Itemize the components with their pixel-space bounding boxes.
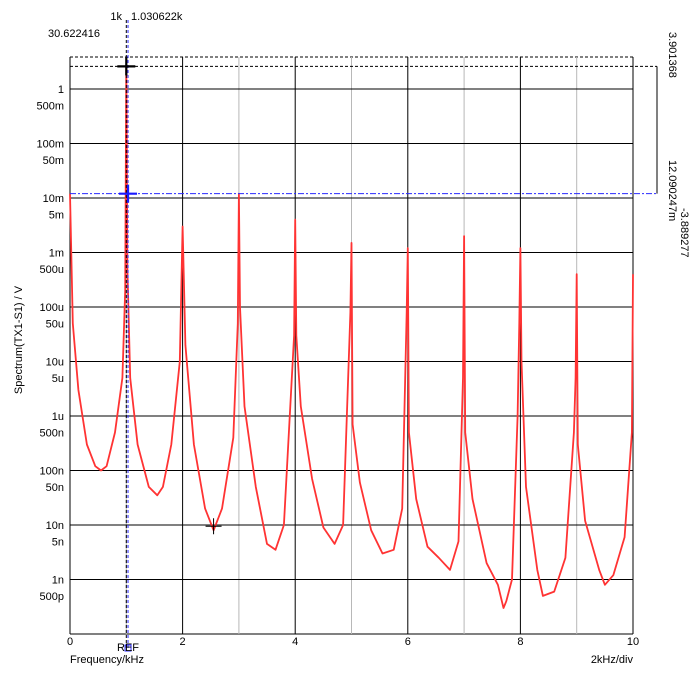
y-tick-label: 1n (52, 575, 64, 587)
y-tick-label: 10m (43, 193, 64, 205)
y-tick-labels: 1 500m 100m 50m 10m 5m 1m 500u 100u 50u 10u 5u 1u 500… (36, 84, 64, 603)
x-tick-label: 10 (627, 636, 639, 648)
x-tick-label: 0 (67, 636, 73, 648)
x-tick-label: 8 (517, 636, 523, 648)
y-tick-label: 100u (40, 302, 64, 314)
y-tick-label: 5m (49, 209, 64, 221)
y-tick-label: 10u (46, 357, 64, 369)
right-readout-mid: 12.090247m (666, 160, 678, 221)
y-tick-label: 1m (49, 248, 64, 260)
spectrum-line (69, 66, 634, 609)
y-tick-label: 500u (40, 264, 64, 276)
cursor2-cross (119, 184, 138, 203)
x-tick-label: 4 (292, 636, 298, 648)
chart-grid (69, 56, 634, 635)
x-tick-label: 6 (405, 636, 411, 648)
y-tick-label: 5u (52, 373, 64, 385)
cursor-layer (70, 20, 658, 652)
x-tick-label: 2 (180, 636, 186, 648)
y-tick-label: 500n (40, 427, 64, 439)
right-readout-top: 3.901368 (666, 32, 678, 78)
y-tick-label: 1u (52, 411, 64, 423)
marker-cross (205, 518, 222, 535)
cursor2-frequency-readout: 1.030622k (131, 11, 183, 23)
y-tick-label: 50m (43, 155, 64, 167)
ref-label: REF (117, 642, 139, 654)
y-tick-label: 50u (46, 318, 64, 330)
series-layer (69, 66, 634, 609)
y-tick-label: 50n (46, 482, 64, 494)
ref-marker (124, 644, 132, 652)
y-tick-label: 100m (36, 139, 64, 151)
y-tick-label: 100n (40, 466, 64, 478)
cursor1-value-readout: 30.622416 (48, 28, 100, 40)
cursor1-cross (117, 57, 136, 76)
y-tick-label: 500p (40, 591, 64, 603)
y-axis-label: Spectrum(TX1-S1) / V (13, 285, 25, 394)
right-readout-delta: -3.889277 (678, 208, 690, 258)
x-division-label: 2kHz/div (591, 654, 634, 666)
cursor1-frequency-readout: 1k (110, 11, 122, 23)
y-tick-label: 500m (36, 100, 64, 112)
x-axis-label: Frequency/kHz (70, 654, 144, 666)
y-tick-label: 5n (52, 536, 64, 548)
x-tick-labels: 0 2 4 6 8 10 (67, 636, 639, 648)
y-tick-label: 1 (58, 84, 64, 96)
y-tick-label: 10n (46, 520, 64, 532)
